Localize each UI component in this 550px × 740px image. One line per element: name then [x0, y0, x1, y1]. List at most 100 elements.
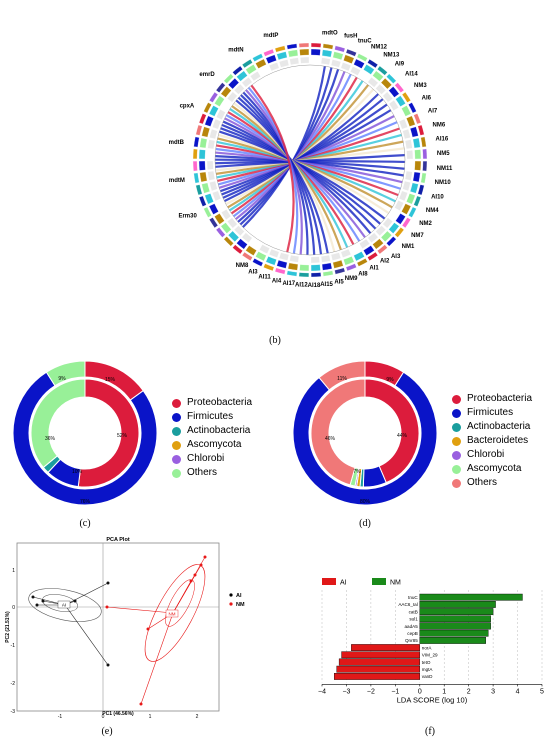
- lefse-bar-label: catB: [409, 609, 418, 614]
- pca-nm-spokes: [106, 556, 206, 705]
- circos-track-base: [207, 139, 216, 150]
- donut-inner-slice: [30, 378, 86, 469]
- circos-track-tick: [356, 258, 368, 267]
- lefse-legend-swatch: [322, 578, 336, 585]
- circos-track-base: [259, 244, 270, 254]
- circos-track-outer: [414, 160, 422, 171]
- circos-track-tick: [252, 53, 264, 62]
- circos-track-base: [300, 56, 310, 64]
- circos-track-base: [375, 225, 387, 237]
- circos-track-tick: [298, 272, 310, 278]
- circos-track-base: [359, 71, 370, 82]
- circos-gene-label: cpxA: [180, 104, 195, 110]
- circos-sample-label: AI6: [422, 96, 432, 102]
- circos-track-base: [250, 238, 261, 249]
- legend-dot: [452, 408, 461, 418]
- circos-track-tick: [367, 59, 379, 69]
- legend-label: Firmicutes: [467, 407, 514, 418]
- circos-track-outer: [380, 230, 392, 242]
- svg-text:-2: -2: [11, 681, 16, 687]
- svg-text:0: 0: [12, 605, 15, 611]
- svg-text:1: 1: [12, 568, 15, 574]
- circos-track-tick: [274, 267, 286, 275]
- legend-label: Chlorobi: [467, 449, 505, 460]
- lefse-bar-label: mgtA: [422, 667, 434, 672]
- donut-label-inner-others: 36%: [45, 436, 56, 442]
- circos-track-tick: [241, 251, 253, 261]
- circos-track-tick: [377, 244, 388, 255]
- donut-inner-slice: [364, 378, 420, 484]
- lefse-tick-label: 3: [491, 688, 495, 695]
- lefse-bar: [419, 593, 523, 601]
- donut-inner-slice: [310, 378, 366, 486]
- circos-track-tick: [241, 59, 253, 69]
- circos-gene-label: mdtM: [169, 178, 185, 184]
- circos-sample-label-bottom: AI15: [320, 282, 333, 288]
- circos-track-base: [221, 209, 232, 220]
- circos-track-outer: [214, 213, 225, 225]
- circos-track-tick: [193, 136, 200, 148]
- circos-track-outer: [409, 182, 419, 194]
- legend-label: Others: [187, 467, 218, 478]
- legend-dot: [452, 436, 461, 446]
- circos-track-base: [212, 118, 222, 130]
- legend-dot: [452, 464, 461, 474]
- circos-track-base: [289, 57, 300, 66]
- pca-legend-ai-dot: [229, 593, 233, 597]
- circos-sample-label: AI7: [428, 109, 438, 115]
- legend-dot: [172, 398, 181, 408]
- legend-item: Proteobacteria: [452, 392, 532, 406]
- circos-track-outer: [353, 251, 365, 262]
- circos-track-outer: [208, 105, 219, 117]
- circos-sample-label-bottom: AI17: [282, 281, 295, 287]
- legend-dot: [172, 412, 181, 422]
- lefse-bar-label: VIM_29: [422, 653, 438, 658]
- donut-outer-slice: [318, 360, 366, 391]
- donut-label-inner-prot: 44%: [397, 433, 408, 439]
- circos-track-outer: [198, 160, 206, 171]
- circos-sample-label: NM6: [432, 122, 445, 128]
- circos-track-base: [330, 252, 342, 261]
- circos-track-outer: [332, 259, 344, 269]
- circos-sample-label: NM3: [414, 83, 427, 89]
- circos-track-base: [310, 256, 320, 264]
- lefse-bar-label: norA: [422, 645, 433, 650]
- circos-sample-label: AI16: [436, 137, 449, 143]
- svg-text:-1: -1: [11, 643, 16, 649]
- lefse-bar-label: cepB: [407, 631, 417, 636]
- lefse-tick-label: −4: [318, 688, 326, 695]
- circos-chord: [250, 84, 295, 253]
- pca-xticks: -1 0 1 2: [58, 714, 199, 720]
- legend-item: Firmicutes: [452, 406, 532, 420]
- legend-label: Firmicutes: [187, 411, 234, 422]
- circos-track-outer: [343, 256, 355, 266]
- circos-sample-label-bottom: AI8: [358, 271, 368, 277]
- caption-d: (d): [359, 518, 371, 529]
- lefse-bar: [419, 622, 491, 630]
- donut-label-inner-firm: 10%: [72, 469, 83, 475]
- lefse-legend-label: AI: [340, 580, 347, 587]
- pca-ai-ellipse: [28, 588, 102, 622]
- legend-item: Actinobacteria: [172, 424, 252, 438]
- lefse-tick-label: 2: [467, 688, 471, 695]
- circos-track-outer: [287, 49, 299, 58]
- circos-track-base: [216, 200, 226, 211]
- lefse-tick-label: −3: [342, 688, 350, 695]
- circos-plot: mdtP mdtN emrD cpxA mdtB mdtM Erm30 mdtO fusHtnu…: [169, 31, 453, 289]
- svg-text:2: 2: [196, 714, 199, 720]
- lefse-bar-label: sul1: [409, 617, 418, 622]
- donut-d: 9% 11% 44% 46% 80% 7%: [292, 360, 438, 506]
- circos-track-base: [206, 160, 214, 170]
- legend-dot: [452, 422, 461, 432]
- circos-track-outer: [204, 193, 214, 205]
- circos-sample-label: AI3: [391, 254, 401, 260]
- circos-track-outer: [412, 171, 421, 183]
- circos-track-outer: [236, 70, 248, 82]
- pca-plot: PCA Plot AI NM: [5, 537, 245, 720]
- circos-track-tick: [193, 172, 200, 184]
- lefse-bar: [419, 629, 489, 637]
- circos-track-tick: [334, 267, 346, 275]
- circos-track-tick: [209, 217, 219, 229]
- circos-gene-label: mdtP: [263, 33, 278, 39]
- donut-label-inner-prot: 52%: [117, 433, 128, 439]
